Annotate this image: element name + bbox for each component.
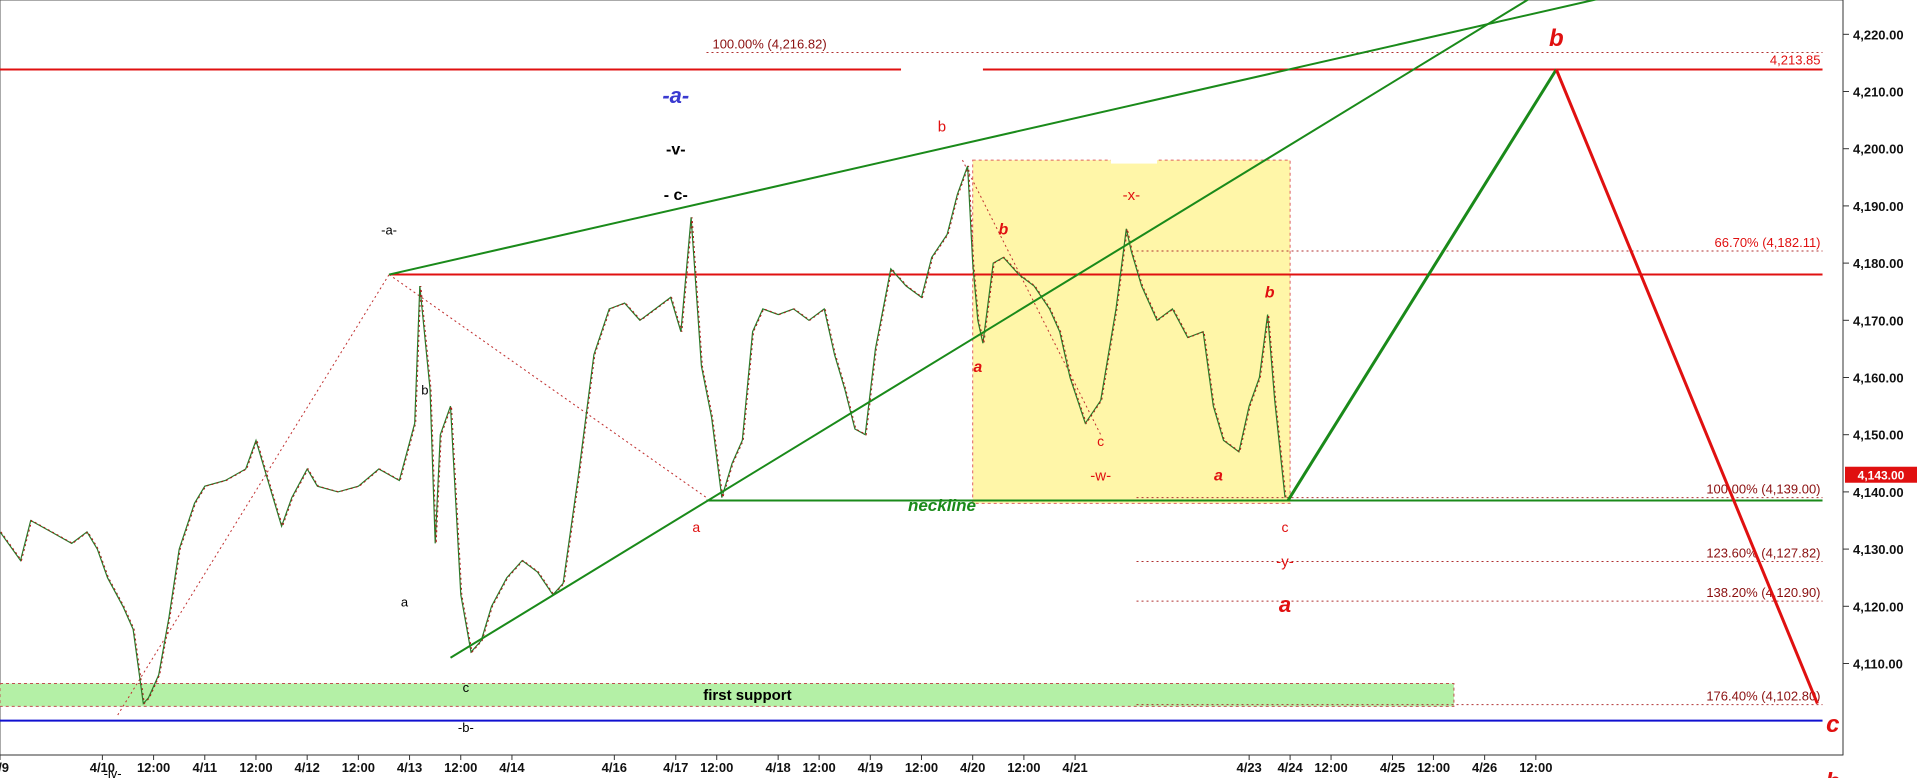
wave-label: - c- (664, 187, 688, 204)
trend-line-lower (449, 0, 1530, 659)
projection-down-leg (1554, 68, 1819, 705)
wave-label: -a- (381, 223, 397, 238)
x-tick-label: 12:00 (1519, 760, 1552, 775)
y-tick-label: 4,140.00 (1853, 485, 1904, 500)
x-tick-label: 12:00 (444, 760, 477, 775)
wave-label: a (973, 359, 982, 376)
y-tick-label: 4,190.00 (1853, 199, 1904, 214)
wave-label: -y- (1276, 553, 1294, 570)
wave-label: a (401, 594, 409, 609)
x-tick-label: 4/21 (1062, 760, 1087, 775)
x-tick-label: 12:00 (137, 760, 170, 775)
support-zone (0, 683, 1455, 707)
x-tick-label: 4/16 (602, 760, 627, 775)
x-tick-label: 4/10 (90, 760, 115, 775)
trend-line-upper (388, 0, 1599, 276)
wave-label: a (1279, 592, 1291, 617)
wave-label: c (463, 680, 470, 695)
fib-label: 138.20% (4,120.90) (1706, 585, 1820, 600)
x-tick-label: 12:00 (1314, 760, 1347, 775)
x-tick-label: 12:00 (700, 760, 733, 775)
x-tick-label: 4/13 (397, 760, 422, 775)
y-tick-label: 4,200.00 (1853, 142, 1904, 157)
wave-label: -iv- (104, 766, 122, 778)
fib-label: 100.00% (4,139.00) (1706, 482, 1820, 497)
x-tick-label: 4/17 (663, 760, 688, 775)
box-gap (1110, 151, 1157, 164)
consolidation-box (972, 159, 1291, 504)
wave-label: c (1281, 519, 1288, 535)
x-tick-label: 12:00 (239, 760, 272, 775)
y-tick-label: 4,160.00 (1853, 371, 1904, 386)
y-tick-label: 4,180.00 (1853, 256, 1904, 271)
current-price-badge (1845, 466, 1917, 483)
x-tick-label: 4/18 (765, 760, 790, 775)
y-tick-label: 4,130.00 (1853, 542, 1904, 557)
wave-label: -b- (1817, 768, 1848, 778)
wave-label: a (1214, 467, 1223, 484)
wave-label: -v- (666, 141, 686, 158)
wave-label: b (999, 222, 1009, 239)
x-tick-label: 4/12 (295, 760, 320, 775)
y-tick-label: 4,110.00 (1853, 656, 1903, 671)
wave-label: b (1265, 284, 1275, 301)
y-tick-label: 4,150.00 (1853, 428, 1904, 443)
x-tick-label: 4/14 (499, 760, 525, 775)
x-tick-label: 4/20 (960, 760, 985, 775)
x-tick-label: 12:00 (802, 760, 835, 775)
x-tick-label: 12:00 (1007, 760, 1040, 775)
y-tick-label: 4,220.00 (1853, 27, 1904, 42)
x-tick-label: 12:00 (1417, 760, 1450, 775)
guide-dotted-line (962, 159, 1102, 435)
neckline-label: neckline (908, 496, 976, 515)
wave-label: -a- (662, 83, 689, 108)
plot-area (0, 0, 1844, 756)
wave-label: -w- (1090, 467, 1111, 484)
x-tick-label: 4/23 (1236, 760, 1261, 775)
x-tick-label: 12:00 (905, 760, 938, 775)
x-tick-label: 4/24 (1277, 760, 1303, 775)
price-series-line (0, 165, 1286, 705)
x-tick-label: 4/9 (0, 760, 9, 775)
x-tick-label: 4/25 (1380, 760, 1405, 775)
fib-label: 123.60% (4,127.82) (1706, 546, 1820, 561)
y-tick-label: 4,170.00 (1853, 313, 1904, 328)
x-tick-label: 4/26 (1472, 760, 1497, 775)
current-price-label: 4,143.00 (1858, 469, 1905, 483)
x-tick-label: 12:00 (342, 760, 375, 775)
fib-label: 176.40% (4,102.80) (1706, 689, 1820, 704)
wave-label: b (421, 383, 428, 398)
support-zone-label: first support (703, 687, 791, 704)
y-tick-label: 4,120.00 (1853, 599, 1904, 614)
wave-label: -x- (1123, 187, 1141, 204)
wave-label: b (938, 119, 946, 136)
x-tick-label: 4/19 (858, 760, 883, 775)
wave-label: -b- (458, 720, 474, 735)
resistance-label: 4,213.85 (1770, 52, 1821, 67)
wave-label: b (1549, 25, 1564, 52)
fib-label: 66.70% (4,182.11) (1715, 235, 1821, 250)
wave-label: c (1097, 433, 1104, 449)
y-tick-label: 4,210.00 (1853, 85, 1904, 100)
fib-label: 100.00% (4,216.82) (712, 37, 826, 52)
wave-label: c (1826, 711, 1839, 738)
wave-label: a (692, 519, 700, 535)
projection-up-leg (1286, 68, 1558, 502)
guide-dotted-line (117, 274, 390, 716)
x-tick-label: 4/11 (192, 760, 217, 775)
